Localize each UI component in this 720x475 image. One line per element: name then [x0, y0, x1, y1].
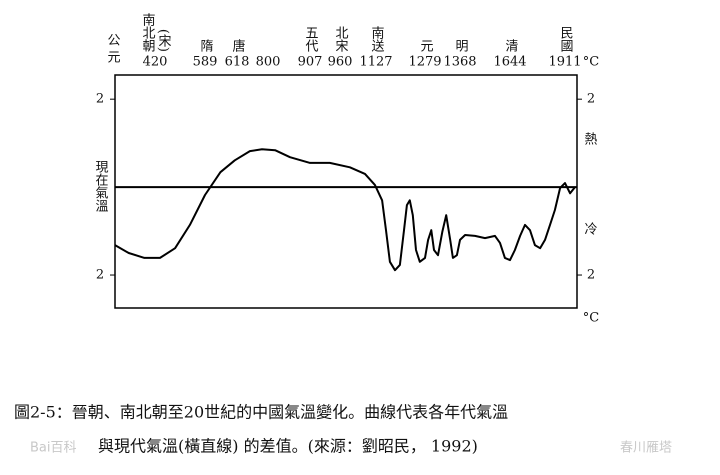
dynasty-label: 明	[453, 39, 468, 53]
temperature-line	[114, 148, 576, 272]
watermark: Bai百科	[30, 441, 77, 456]
unit-label: °C	[583, 55, 600, 70]
plot-frame	[114, 74, 578, 309]
x-tick-label: 960	[328, 55, 353, 70]
caption: 圖2-5：晉朝、南北朝至20世紀的中國氣溫變化。曲線代表各年代氣溫	[14, 403, 508, 422]
x-tick-label: 1279	[408, 55, 441, 70]
x-tick-label: 800	[256, 55, 281, 70]
dynasty-label: 隋	[198, 39, 213, 52]
watermark: 春川雁塔	[620, 441, 672, 456]
x-tick-label: 1911	[548, 55, 581, 70]
y-axis-label: 現在氣溫	[93, 160, 109, 213]
y-tick-label: 2	[587, 268, 595, 283]
dynasty-label: 南北朝	[140, 12, 156, 52]
dynasty-label: 五代	[303, 26, 319, 53]
x-tick-label: 1127	[359, 55, 392, 70]
dynasty-label: 民國	[558, 26, 574, 52]
dynasty-label: 清	[503, 39, 519, 52]
y-tick-label: 2	[96, 92, 104, 107]
cold-label: 冷	[584, 223, 597, 238]
x-tick-label: 907	[298, 55, 323, 70]
y-tick-label: 2	[96, 268, 104, 283]
x-tick-label: 618	[225, 55, 250, 70]
y-tick-label: 2	[587, 92, 595, 107]
x-tick-label: 1644	[493, 55, 526, 70]
warm-label: 熱	[584, 133, 597, 148]
caption: 與現代氣溫(橫直線) 的差值。(來源：劉昭民， 1992)	[98, 437, 478, 456]
unit-label: °C	[583, 311, 600, 326]
dynasty-label: 唐	[230, 38, 246, 52]
x-tick-label: 420	[143, 55, 168, 70]
x-tick-label: 1368	[443, 55, 476, 70]
dynasty-label: (宋)	[156, 29, 172, 52]
dynasty-label: 元	[418, 39, 434, 53]
dynasty-label: 北宋	[333, 26, 349, 52]
dynasty-label: 南送	[369, 25, 385, 53]
x-axis-label: 公元	[105, 33, 121, 67]
x-tick-label: 589	[193, 55, 218, 70]
